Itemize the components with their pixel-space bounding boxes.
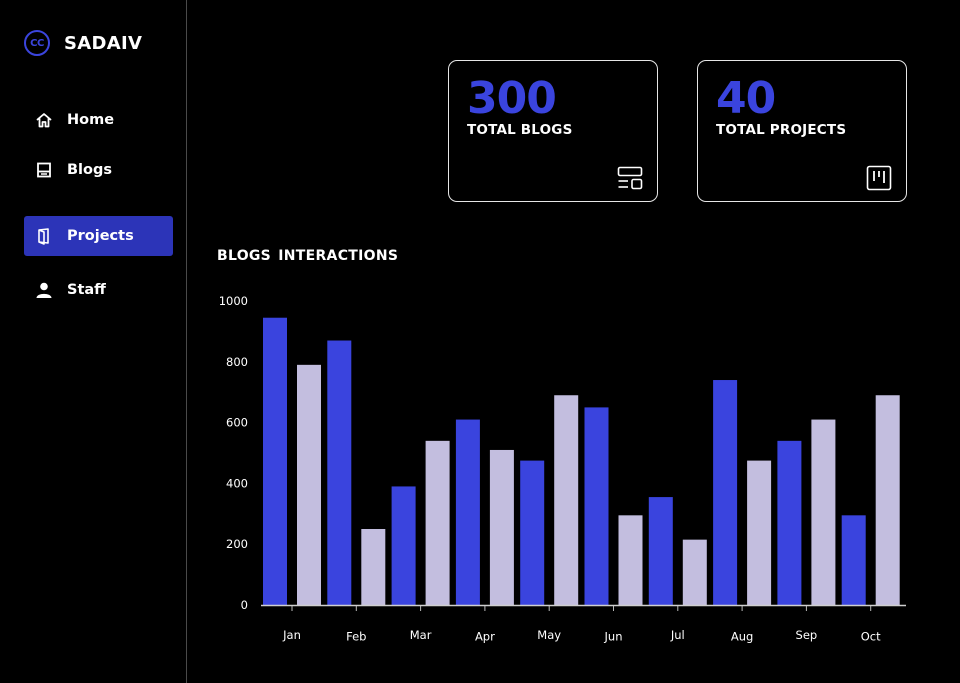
y-tick-label: 800: [226, 355, 248, 369]
bar: [682, 539, 707, 605]
bar: [391, 486, 416, 605]
x-tick-label: Jan: [282, 628, 301, 642]
blogs-icon: [34, 160, 54, 180]
x-tick-label: Oct: [861, 630, 881, 644]
nav-label: Blogs: [67, 162, 112, 178]
bar: [584, 407, 609, 605]
x-tick-label: May: [537, 628, 561, 642]
total-projects-label: TOTAL PROJECTS: [716, 122, 847, 138]
bar: [425, 440, 450, 605]
y-tick-label: 1000: [219, 294, 248, 308]
bar: [875, 395, 900, 605]
total-projects-card[interactable]: 40 TOTAL PROJECTS: [697, 60, 907, 202]
bar: [361, 529, 386, 605]
nav-item-staff[interactable]: Staff: [24, 270, 173, 310]
bar: [297, 364, 321, 605]
blog-layout-icon: [617, 165, 643, 191]
y-tick-label: 0: [241, 598, 248, 612]
nav-label: Staff: [67, 282, 106, 298]
bar: [648, 497, 673, 605]
kanban-board-icon: [866, 165, 892, 191]
x-tick-label: Mar: [410, 628, 432, 642]
y-tick-label: 400: [226, 476, 248, 490]
bar: [747, 460, 772, 605]
chart-title: BLOGS INTERACTIONS: [217, 248, 399, 264]
nav-item-blogs[interactable]: Blogs: [24, 150, 173, 190]
brand-name: SADAIV: [64, 32, 143, 54]
brand-logo-icon: CC: [24, 30, 50, 56]
brand[interactable]: CC SADAIV: [24, 30, 142, 56]
x-tick-label: Sep: [796, 628, 818, 642]
staff-icon: [34, 280, 54, 300]
bar: [520, 460, 545, 605]
nav-label: Projects: [67, 228, 134, 244]
sidebar: CC SADAIV Home Blogs Projects Staff: [0, 0, 187, 683]
y-tick-label: 200: [226, 537, 248, 551]
x-tick-label: Aug: [731, 630, 753, 644]
nav-item-home[interactable]: Home: [24, 100, 173, 140]
bar: [489, 449, 514, 605]
total-projects-value: 40: [716, 73, 776, 124]
bar: [841, 515, 866, 605]
bar: [618, 515, 643, 605]
bar: [811, 419, 836, 605]
total-blogs-card[interactable]: 300 TOTAL BLOGS: [448, 60, 658, 202]
nav-label: Home: [67, 112, 115, 128]
bar: [777, 440, 802, 605]
bar: [263, 317, 287, 605]
x-tick-label: Jul: [670, 628, 685, 642]
bar: [455, 419, 480, 605]
bar: [327, 340, 352, 605]
x-tick-label: Jun: [604, 630, 623, 644]
nav-item-projects[interactable]: Projects: [24, 216, 173, 256]
blogs-interactions-chart: 0 200 400 600 800 1000 Jan Feb Mar Apr May Jun Jul Au…: [219, 294, 906, 644]
bar: [713, 380, 738, 605]
y-tick-label: 600: [226, 416, 248, 430]
home-icon: [34, 110, 54, 130]
bar: [554, 395, 579, 605]
x-tick-label: Apr: [475, 630, 495, 644]
x-tick-label: Feb: [346, 630, 366, 644]
projects-icon: [34, 226, 54, 246]
total-blogs-value: 300: [467, 73, 557, 124]
total-blogs-label: TOTAL BLOGS: [467, 122, 573, 138]
